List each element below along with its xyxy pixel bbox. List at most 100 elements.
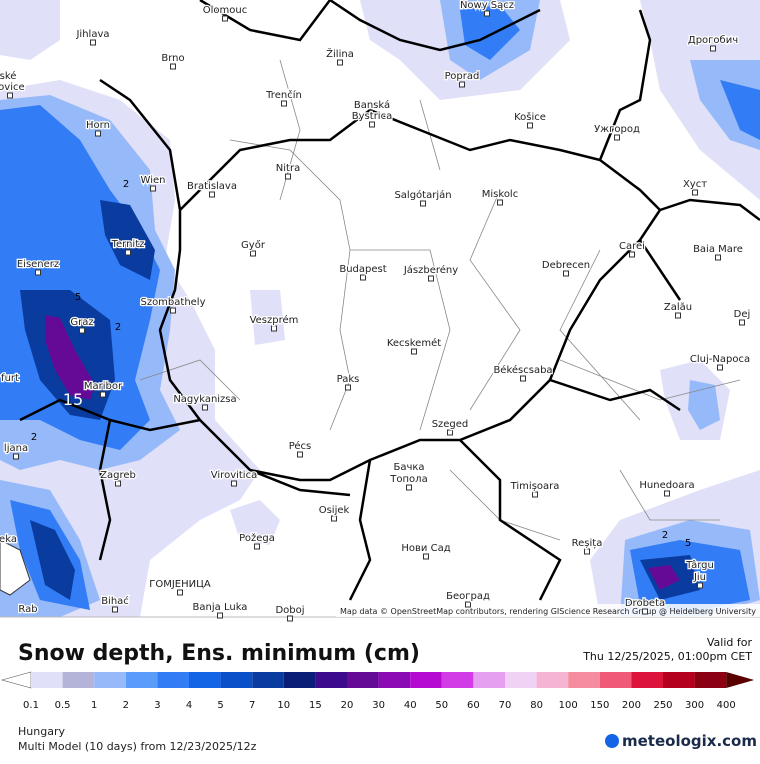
scale-label: 100	[559, 700, 578, 711]
city-marker	[423, 553, 429, 560]
scale-label: 200	[622, 700, 641, 711]
contour-label: 2	[123, 179, 129, 190]
attribution-bg	[336, 604, 760, 617]
city-label: Београд	[446, 591, 490, 602]
scale-label: 30	[372, 700, 385, 711]
scale-bin	[505, 672, 537, 688]
scale-label: 400	[717, 700, 736, 711]
city-label: Zalău	[664, 302, 692, 313]
city-marker	[411, 348, 417, 355]
city-marker	[497, 199, 503, 206]
brand: meteologix.com	[622, 732, 757, 750]
city-label: Debrecen	[542, 260, 590, 271]
city-label: Cluj-Napoca	[690, 354, 750, 365]
city-marker	[369, 121, 375, 128]
scale-label: 50	[435, 700, 448, 711]
city-label: Топола	[389, 474, 427, 485]
scale-bin	[631, 672, 663, 688]
city-marker	[297, 451, 303, 458]
city-marker	[710, 45, 716, 52]
city-label: Salgótarján	[394, 189, 451, 201]
city-marker	[90, 39, 96, 46]
city-label: Reșița	[572, 538, 603, 549]
city-label: Jiu	[693, 572, 706, 583]
city-marker	[125, 249, 131, 256]
city-label: Nagykanizsa	[173, 394, 236, 405]
city-marker	[692, 189, 698, 196]
city-label: Győr	[241, 239, 266, 251]
scale-label: 10	[277, 700, 290, 711]
scale-bin	[441, 672, 474, 688]
scale-label: 250	[653, 700, 672, 711]
contour-label: 5	[75, 292, 81, 303]
scale-label: 5	[217, 700, 223, 711]
city-label: Brno	[161, 53, 184, 64]
scale-bin	[410, 672, 442, 688]
scale-label: 2	[123, 700, 129, 711]
scale-bin	[473, 672, 505, 688]
city-marker	[520, 375, 526, 382]
scale-label: 1	[91, 700, 97, 711]
valid-label: Valid for	[707, 636, 753, 649]
city-marker	[337, 59, 343, 66]
city-label: jovice	[0, 82, 25, 93]
city-label: Baia Mare	[693, 244, 743, 255]
city-label: Rab	[18, 604, 37, 615]
city-label: Graz	[70, 317, 93, 328]
scale-label: 150	[590, 700, 609, 711]
city-label: Szombathely	[140, 297, 205, 308]
scale-label: 70	[499, 700, 512, 711]
city-label: Дрогобич	[688, 35, 738, 46]
city-label: Paks	[337, 374, 360, 385]
city-marker	[447, 429, 453, 436]
scale-label: 300	[685, 700, 704, 711]
city-marker	[345, 384, 351, 391]
scale-label: 60	[467, 700, 480, 711]
city-label: Târgu	[685, 559, 714, 571]
city-label: Wien	[141, 175, 166, 186]
scale-label: 0.1	[23, 700, 39, 711]
attribution: Map data © OpenStreetMap contributors, r…	[340, 607, 756, 616]
city-marker	[739, 319, 745, 326]
city-label: Szeged	[432, 419, 469, 430]
contour-label: 2	[115, 322, 121, 333]
city-marker	[614, 134, 620, 141]
snow-area	[0, 5, 760, 612]
city-label: Nitra	[276, 163, 300, 174]
city-marker	[35, 269, 41, 276]
city-label: Bihać	[101, 595, 129, 607]
city-label: Košice	[514, 111, 546, 123]
city-marker	[664, 490, 670, 497]
scale-bin	[220, 672, 253, 688]
contour-label: 2	[662, 530, 668, 541]
scale-bin	[694, 672, 727, 688]
scale-bin	[347, 672, 379, 688]
city-marker	[532, 491, 538, 498]
city-marker	[222, 15, 228, 22]
city-label: Eisenerz	[17, 259, 59, 270]
city-marker	[642, 608, 648, 615]
scale-bin	[31, 672, 63, 688]
city-marker	[281, 100, 287, 107]
scale-bin	[378, 672, 411, 688]
city-label: Banská	[354, 99, 390, 111]
scale-label: 7	[249, 700, 255, 711]
region: Hungary	[18, 725, 65, 738]
scale-bin	[536, 672, 569, 688]
legend-panel	[0, 617, 760, 760]
city-label: Nowy Sącz	[460, 0, 514, 11]
city-label: Veszprém	[250, 314, 299, 326]
city-label: Нови Сад	[401, 543, 450, 554]
city-marker	[150, 185, 156, 192]
scale-over	[726, 672, 755, 688]
city-label: ГОМЈЕНИЦА	[149, 579, 211, 590]
scale-bin	[252, 672, 284, 688]
city-marker	[254, 543, 260, 550]
scale-label: 80	[530, 700, 543, 711]
scale-bin	[94, 672, 126, 688]
city-label: Hunedoara	[639, 480, 694, 491]
city-label: Bratislava	[187, 181, 237, 192]
city-marker	[465, 601, 471, 608]
city-marker	[177, 589, 183, 596]
scale-bin	[568, 672, 600, 688]
